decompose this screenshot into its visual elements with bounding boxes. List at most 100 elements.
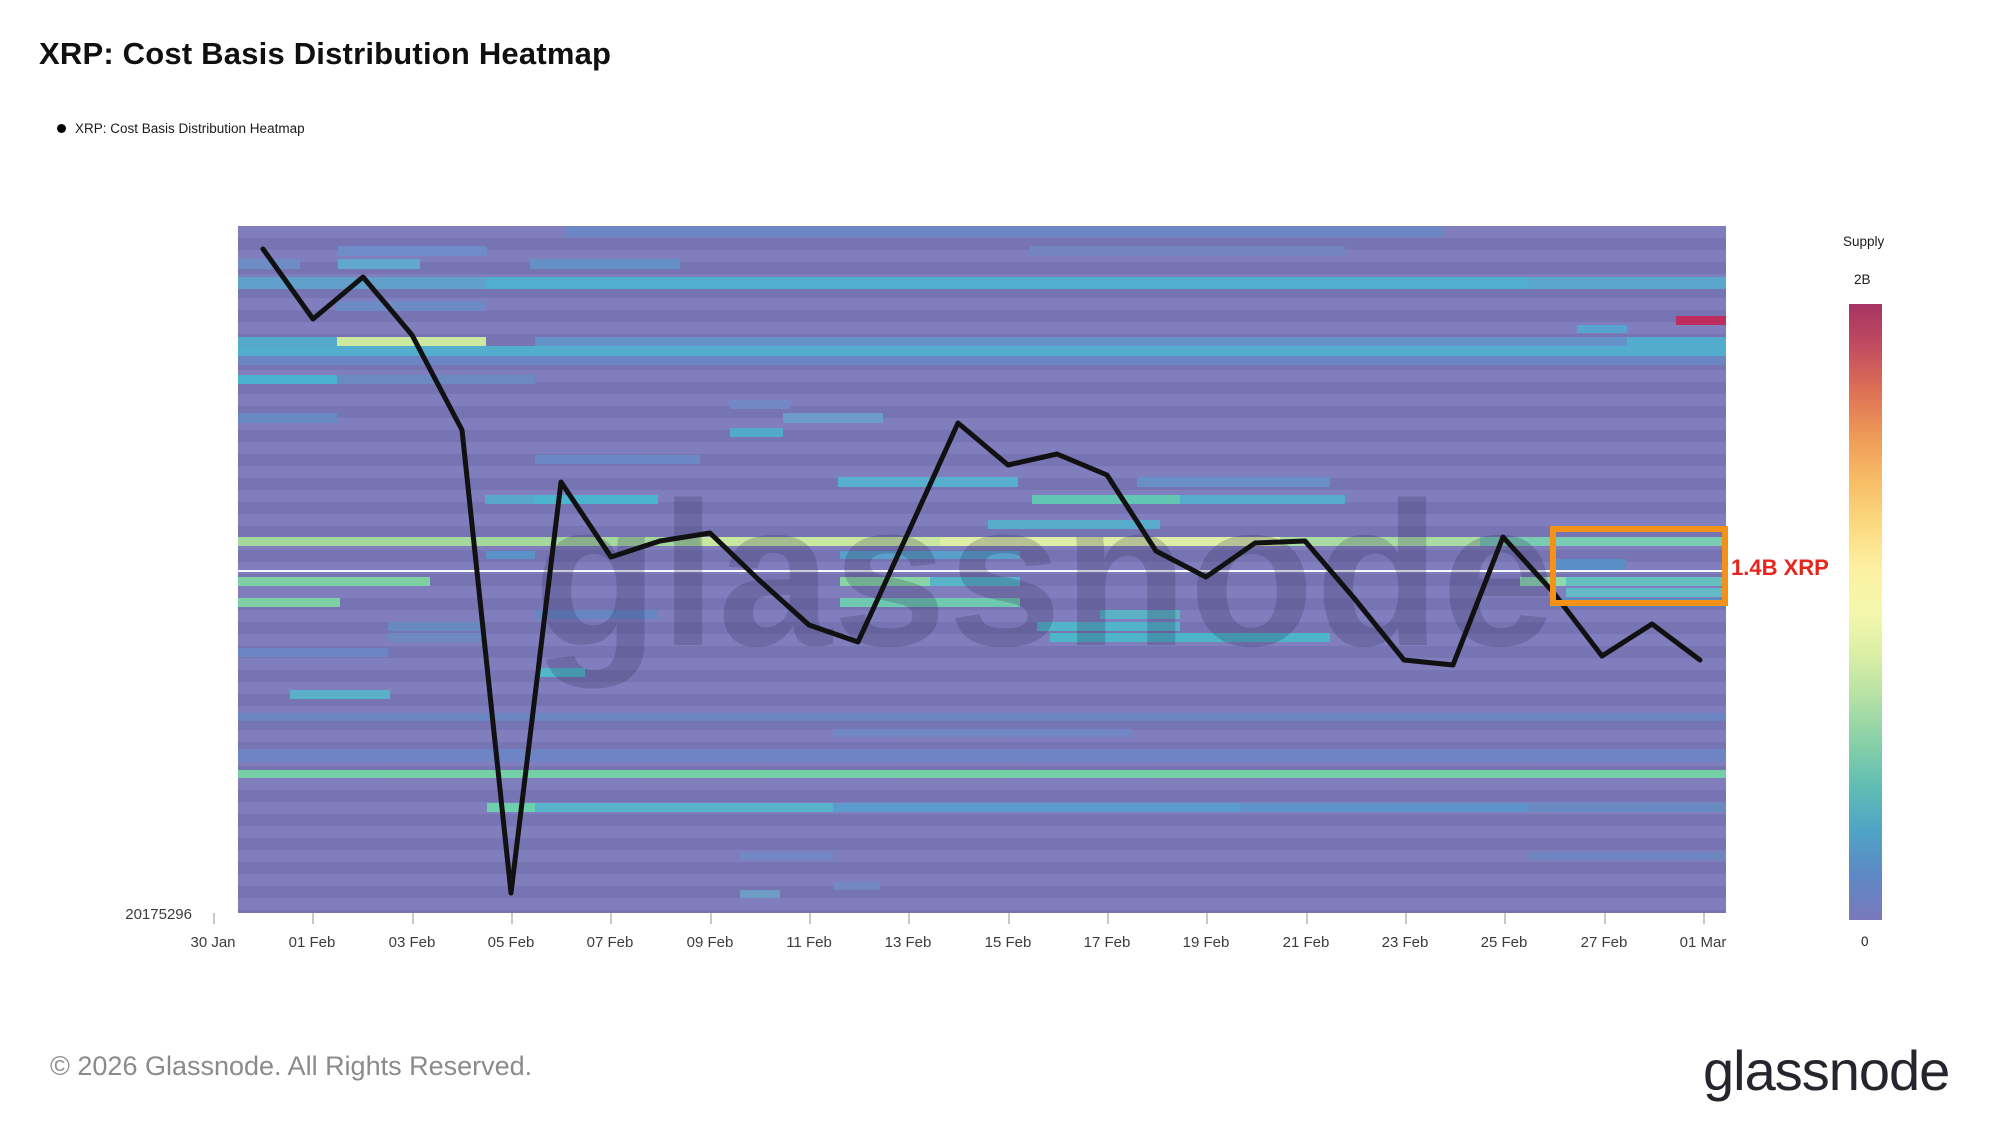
x-tick-label: 11 Feb <box>786 934 832 951</box>
x-tick-mark <box>1604 913 1606 924</box>
x-tick-mark <box>1008 913 1010 924</box>
x-tick-mark <box>710 913 712 924</box>
heatmap-stripe <box>238 259 300 269</box>
x-tick-mark <box>1107 913 1109 924</box>
page-title: XRP: Cost Basis Distribution Heatmap <box>39 36 612 71</box>
x-tick-label: 01 Feb <box>288 934 336 951</box>
heatmap-stripe <box>1527 852 1726 860</box>
heatmap-stripe <box>1100 610 1180 619</box>
heatmap-stripe <box>535 668 585 677</box>
heatmap-stripe <box>700 537 940 546</box>
heatmap-stripe <box>238 598 340 607</box>
heatmap-stripe <box>1137 477 1330 487</box>
heatmap-stripe <box>730 428 783 437</box>
x-tick-label: 30 Jan <box>190 934 236 951</box>
heatmap-stripe <box>338 246 487 256</box>
heatmap-stripe <box>1030 246 1345 256</box>
heatmap-stripe <box>535 610 658 619</box>
colorbar-max-label: 2B <box>1854 272 1871 287</box>
heatmap-stripe <box>238 537 700 546</box>
legend-dot-icon <box>57 124 66 133</box>
heatmap-stripe <box>1528 277 1726 289</box>
heatmap-stripe <box>238 346 1726 356</box>
x-tick-mark <box>610 913 612 924</box>
colorbar-gradient <box>1849 304 1882 920</box>
x-tick-label: 07 Feb <box>586 934 634 951</box>
heatmap-stripe <box>783 413 883 423</box>
heatmap-stripe <box>486 277 1528 289</box>
heatmap-stripe <box>833 803 1240 812</box>
x-tick-mark <box>511 913 513 924</box>
heatmap-stripe <box>838 477 1018 487</box>
heatmap-stripe <box>1050 633 1330 642</box>
heatmap-stripe <box>1480 537 1726 546</box>
heatmap-plot-area[interactable] <box>238 226 1726 913</box>
heatmap-stripe <box>740 852 833 860</box>
heatmap-stripe <box>740 890 780 898</box>
heatmap-stripe <box>1037 622 1180 631</box>
heatmap-stripe <box>238 277 486 289</box>
heatmap-stripe <box>337 337 486 346</box>
heatmap-stripe <box>1676 316 1726 325</box>
heatmap-stripe <box>930 577 1020 586</box>
heatmap-stripe <box>940 537 1280 546</box>
price-line <box>260 246 1703 896</box>
heatmap-stripe <box>1550 559 1626 570</box>
y-axis-bottom-label: 20175296 <box>125 906 192 923</box>
x-tick-label: 19 Feb <box>1182 934 1230 951</box>
heatmap-stripe <box>238 413 337 423</box>
x-tick-mark <box>1206 913 1208 924</box>
heatmap-stripe <box>338 259 420 269</box>
heatmap-stripe <box>1527 803 1726 812</box>
x-tick-label: 21 Feb <box>1282 934 1330 951</box>
heatmap-stripe <box>840 551 1020 559</box>
colorbar-min-label: 0 <box>1861 934 1869 949</box>
x-tick-mark <box>809 913 811 924</box>
x-tick-label: 25 Feb <box>1480 934 1528 951</box>
legend-item[interactable]: XRP: Cost Basis Distribution Heatmap <box>57 121 305 136</box>
heatmap-stripe <box>535 455 700 464</box>
heatmap-stripe <box>290 690 390 699</box>
heatmap-stripe <box>238 577 430 586</box>
x-tick-mark <box>908 913 910 924</box>
x-tick-label: 01 Mar <box>1679 934 1727 951</box>
heatmap-stripe <box>1280 537 1480 546</box>
x-tick-mark <box>312 913 314 924</box>
x-tick-mark <box>412 913 414 924</box>
x-tick-label: 09 Feb <box>686 934 734 951</box>
heatmap-stripe <box>535 337 1627 346</box>
heatmap-stripe <box>388 633 485 642</box>
heatmap-stripe <box>238 648 388 657</box>
x-tick-label: 23 Feb <box>1381 934 1429 951</box>
x-tick-mark <box>1703 913 1705 924</box>
heatmap-stripe <box>1566 588 1726 597</box>
heatmap-stripe <box>238 770 1726 778</box>
x-tick-label: 17 Feb <box>1083 934 1131 951</box>
heatmap-stripe <box>833 729 1132 737</box>
heatmap-stripe <box>485 495 535 504</box>
legend-label: XRP: Cost Basis Distribution Heatmap <box>75 121 305 136</box>
annotation-label: 1.4B XRP <box>1731 555 1829 580</box>
heatmap-stripe <box>1577 325 1627 333</box>
heatmap-stripe <box>238 356 1726 365</box>
reference-white-line <box>238 570 1726 572</box>
x-tick-mark <box>1504 913 1506 924</box>
x-tick-label: 27 Feb <box>1580 934 1628 951</box>
x-tick-mark <box>213 913 215 924</box>
heatmap-stripe <box>238 713 1726 721</box>
heatmap-stripe <box>535 803 833 812</box>
price-line-chart <box>260 246 1703 896</box>
heatmap-stripe <box>1240 803 1527 812</box>
x-tick-label: 05 Feb <box>487 934 535 951</box>
copyright-text: © 2026 Glassnode. All Rights Reserved. <box>50 1051 533 1081</box>
colorbar-title: Supply <box>1843 234 1885 249</box>
heatmap-stripe <box>238 749 1726 762</box>
x-tick-label: 03 Feb <box>388 934 436 951</box>
heatmap-stripe <box>388 622 485 631</box>
heatmap-stripe <box>833 882 880 890</box>
glassnode-logo: glassnode <box>1703 1039 1950 1102</box>
heatmap-stripe <box>336 301 486 311</box>
x-tick-label: 13 Feb <box>884 934 932 951</box>
heatmap-stripe <box>730 400 790 409</box>
x-tick-label: 15 Feb <box>984 934 1032 951</box>
